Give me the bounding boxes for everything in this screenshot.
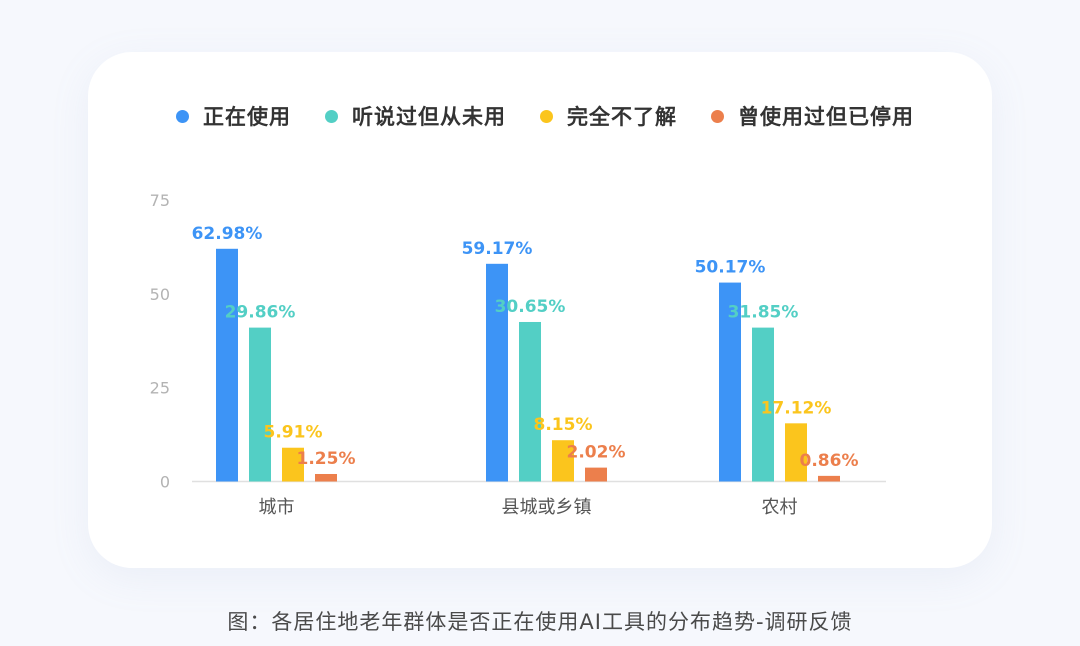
y-tick-label: 25 — [150, 379, 170, 398]
y-tick-label: 50 — [150, 285, 170, 304]
x-tick-label: 城市 — [259, 497, 295, 518]
bar — [216, 248, 238, 482]
x-tick-label: 农村 — [762, 497, 798, 518]
bar — [552, 440, 574, 482]
chart-legend: 正在使用 听说过但从未用 完全不了解 曾使用过但已停用 — [176, 100, 914, 132]
legend-item: 听说过但从未用 — [325, 101, 506, 131]
bar-value-label: 31.85% — [728, 303, 799, 323]
bar-value-label: 30.65% — [495, 297, 566, 317]
bar-value-label: 62.98% — [192, 224, 263, 244]
bar — [585, 467, 607, 482]
bar — [282, 447, 304, 482]
bar-value-label: 59.17% — [462, 239, 533, 259]
bar — [519, 321, 541, 482]
legend-item: 正在使用 — [176, 101, 291, 131]
bar-value-label: 0.86% — [800, 451, 859, 471]
legend-dot-icon — [325, 109, 338, 123]
y-tick-label: 75 — [150, 191, 170, 210]
y-tick-label: 0 — [160, 473, 170, 492]
bar — [818, 475, 840, 482]
legend-dot-icon — [176, 109, 189, 123]
bar-value-label: 50.17% — [695, 258, 766, 278]
legend-dot-icon — [711, 109, 724, 123]
bar — [486, 263, 508, 482]
legend-item: 完全不了解 — [540, 101, 677, 131]
bar-value-label: 2.02% — [567, 443, 626, 463]
bar — [315, 473, 337, 482]
x-tick-label: 县城或乡镇 — [502, 497, 592, 518]
legend-label: 正在使用 — [203, 105, 291, 129]
bar — [752, 327, 774, 482]
bar-value-label: 5.91% — [264, 423, 323, 443]
bar-value-label: 8.15% — [534, 415, 593, 435]
legend-label: 曾使用过但已停用 — [738, 105, 914, 129]
legend-label: 听说过但从未用 — [352, 105, 506, 129]
legend-dot-icon — [540, 109, 553, 123]
bar-value-label: 1.25% — [297, 449, 356, 469]
bar — [785, 423, 807, 482]
legend-item: 曾使用过但已停用 — [711, 101, 914, 131]
bar-value-label: 29.86% — [225, 303, 296, 323]
bar — [249, 327, 271, 482]
bar — [719, 282, 741, 482]
bar-value-label: 17.12% — [761, 398, 832, 418]
figure-caption: 图：各居住地老年群体是否正在使用AI工具的分布趋势-调研反馈 — [227, 610, 853, 634]
legend-label: 完全不了解 — [567, 105, 677, 129]
